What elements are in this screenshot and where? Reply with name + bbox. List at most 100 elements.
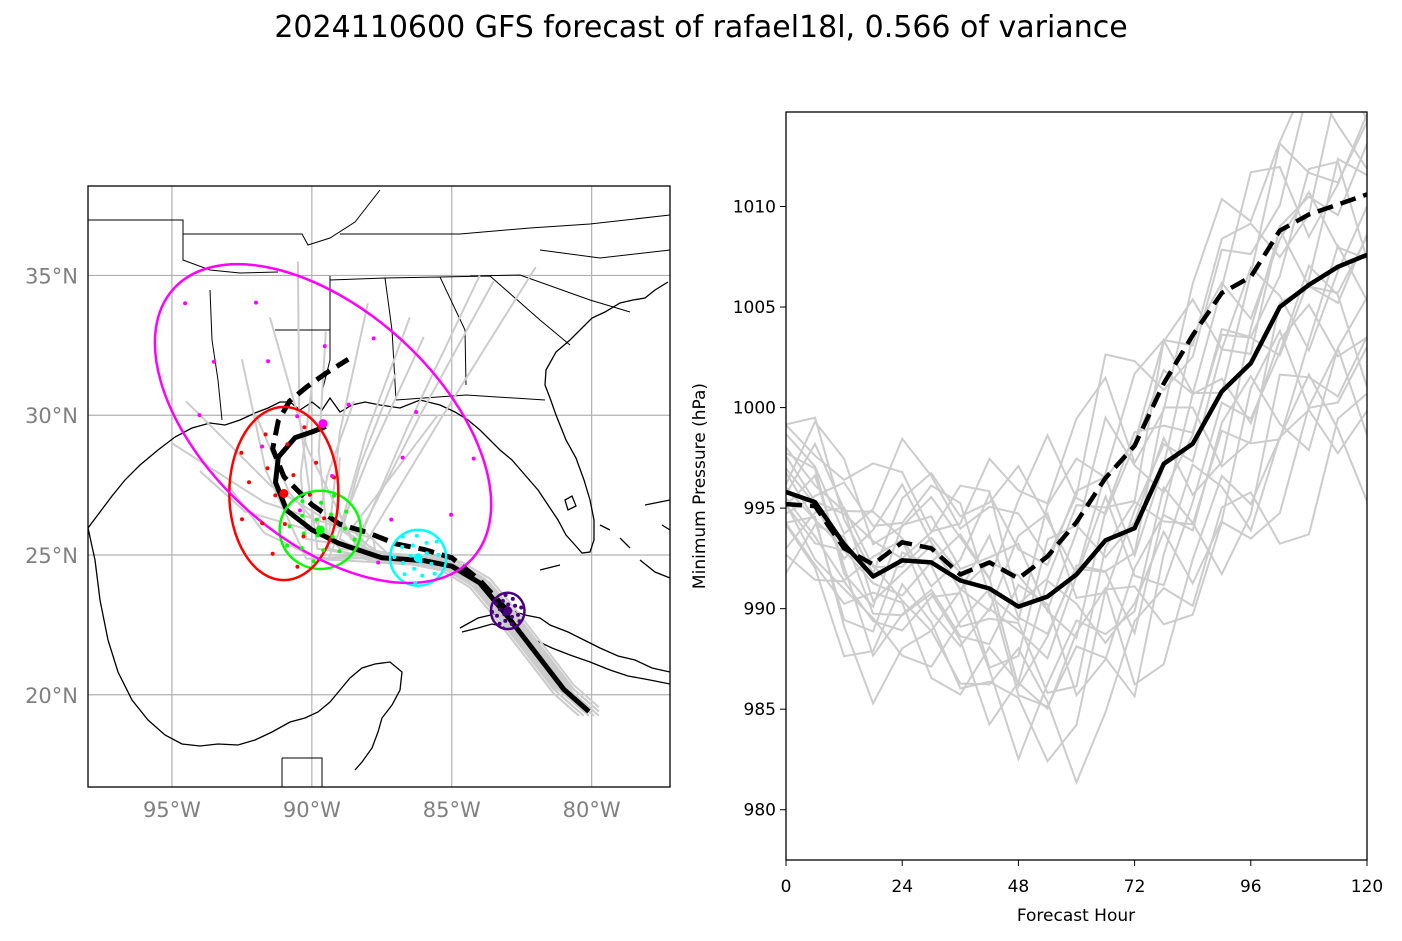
member-dot	[260, 444, 265, 449]
x-tick-label: 72	[1124, 877, 1146, 897]
va-nc-border	[539, 249, 670, 259]
member-dot	[344, 509, 349, 514]
member-dot	[287, 524, 292, 529]
member-dot	[389, 517, 394, 522]
member-dot	[299, 546, 304, 551]
member-dot	[265, 466, 270, 471]
member-dot	[449, 512, 454, 517]
member-dot	[401, 560, 405, 565]
mexico-guat-border	[281, 757, 323, 787]
dashed-pressure-line	[786, 192, 1367, 581]
ar-north-border	[183, 189, 381, 246]
member-dot	[412, 566, 417, 571]
pressure-ensemble-lines	[786, 112, 1367, 786]
ensemble-track	[349, 275, 600, 713]
x-tick-label: 0	[781, 877, 792, 897]
x-tick-label: 24	[891, 877, 913, 897]
member-dot	[319, 500, 324, 505]
member-dot	[471, 456, 476, 461]
member-dot	[413, 581, 418, 585]
uncertainty-ellipse	[278, 489, 363, 571]
y-axis-label: Minimum Pressure (hPa)	[690, 383, 710, 589]
member-dot	[291, 473, 296, 478]
member-dot	[392, 555, 397, 560]
ensemble-pressure-line	[786, 408, 1367, 708]
member-dot	[273, 493, 278, 498]
member-dot	[517, 619, 522, 624]
coastlines	[88, 281, 670, 771]
state-borders	[88, 189, 670, 787]
ensemble-pressure-line	[786, 345, 1367, 764]
member-dot	[239, 450, 244, 455]
member-dot	[414, 533, 419, 538]
member-dot	[330, 534, 335, 539]
lat-tick-label: 25°N	[25, 544, 78, 568]
tn-ky-border	[340, 214, 670, 235]
ensemble-pressure-line	[786, 157, 1367, 640]
ensemble-track	[360, 280, 600, 713]
tx-ok-border	[88, 219, 279, 274]
y-tick-label: 985	[744, 700, 776, 720]
member-dot	[270, 551, 275, 556]
ensemble-pressure-line	[786, 372, 1367, 711]
member-dot	[432, 571, 437, 576]
ellipse-center-dot	[315, 525, 325, 535]
consensus-tracks	[270, 357, 591, 714]
member-dot	[282, 522, 287, 527]
member-dot	[519, 605, 524, 610]
member-dot	[400, 455, 405, 460]
member-dot	[301, 531, 306, 536]
ellipse-center-dot	[279, 488, 289, 498]
member-dot	[197, 413, 202, 418]
mean-pressure-line	[786, 252, 1367, 609]
member-dot	[322, 516, 327, 521]
member-dot	[211, 359, 216, 364]
member-dot	[346, 402, 351, 407]
y-tick-label: 980	[744, 801, 776, 821]
member-dot	[497, 607, 502, 612]
member-dot	[247, 480, 251, 485]
member-dot	[400, 534, 405, 539]
member-dot	[500, 599, 505, 603]
tx-la-border	[209, 289, 223, 421]
ensemble-track	[299, 387, 600, 709]
member-dot	[343, 526, 348, 531]
member-dot	[509, 622, 514, 626]
al-ga-border	[384, 276, 467, 386]
member-dot	[183, 301, 188, 306]
dashed-track-line	[270, 357, 510, 613]
member-dot	[411, 543, 415, 548]
member-dot	[506, 602, 511, 607]
member-dot	[513, 603, 518, 608]
member-dot	[260, 521, 265, 526]
member-dot	[434, 539, 439, 544]
member-dot	[516, 612, 520, 617]
member-dot	[301, 534, 306, 539]
member-positions	[183, 300, 524, 626]
member-dot	[311, 559, 316, 564]
member-dot	[298, 508, 302, 513]
ensemble-pressure-line	[786, 392, 1367, 786]
lake-okeechobee	[564, 495, 577, 511]
ga-fl-border	[395, 394, 546, 401]
member-dot	[300, 513, 305, 518]
ensemble-tracks	[171, 261, 600, 717]
member-dot	[295, 414, 300, 419]
member-dot	[240, 517, 244, 522]
gulf-coast-usa	[88, 281, 669, 554]
bahamas-coast	[539, 499, 670, 579]
ensemble-track	[240, 359, 580, 717]
x-tick-label: 48	[1008, 877, 1030, 897]
lon-tick-label: 85°W	[423, 798, 481, 822]
lon-tick-label: 95°W	[143, 798, 201, 822]
member-dot	[402, 572, 407, 577]
member-dot	[302, 425, 307, 430]
map-geography	[88, 189, 670, 787]
y-tick-label: 990	[744, 600, 776, 620]
ellipse-center-dot	[413, 553, 423, 563]
y-tick-label: 995	[744, 499, 776, 519]
member-dot	[510, 596, 515, 601]
nc-sc-border	[469, 274, 631, 313]
uncertainty-ellipse	[388, 528, 448, 587]
figure-title: 2024110600 GFS forecast of rafael18l, 0.…	[274, 10, 1128, 45]
